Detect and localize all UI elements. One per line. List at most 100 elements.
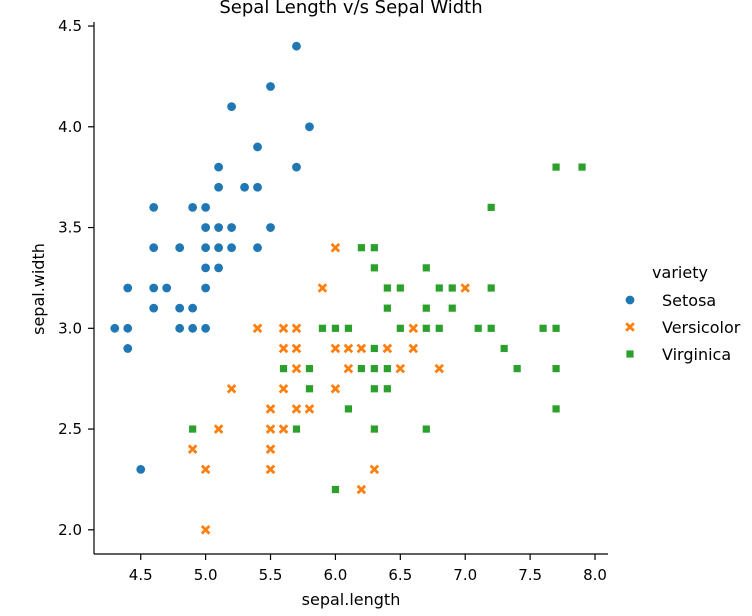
data-point — [265, 464, 276, 475]
legend-title: variety — [652, 263, 708, 282]
data-point — [213, 161, 224, 173]
x-tick-label: 7.0 — [453, 566, 477, 584]
series-versicolor — [187, 242, 471, 535]
y-ticks: 2.0 2.5 3.0 3.5 4.0 4.5 — [58, 17, 94, 539]
data-point — [279, 364, 288, 374]
data-point — [174, 242, 185, 253]
data-point — [317, 283, 328, 293]
data-point — [213, 424, 224, 434]
data-point — [148, 202, 159, 213]
data-point — [213, 242, 224, 253]
x-tick-label: 5.5 — [259, 566, 283, 584]
data-point — [408, 323, 419, 334]
data-point — [278, 424, 289, 434]
chart-title: Sepal Length v/s Sepal Width — [219, 0, 482, 18]
data-point — [369, 263, 379, 273]
data-point — [226, 101, 237, 112]
legend-item-versicolor: Versicolor — [625, 318, 741, 337]
data-point — [369, 464, 380, 475]
data-point — [330, 343, 341, 354]
data-point — [382, 283, 392, 293]
y-tick-label: 3.0 — [58, 319, 82, 337]
data-point — [512, 364, 522, 374]
data-point — [200, 202, 211, 213]
data-point — [356, 343, 367, 354]
legend-marker — [624, 294, 636, 306]
legend-label: Virginica — [662, 345, 731, 364]
data-point — [252, 323, 263, 334]
data-point — [551, 162, 561, 172]
legend-label: Versicolor — [662, 318, 741, 337]
data-point — [278, 323, 289, 334]
data-point — [434, 363, 445, 374]
data-point — [421, 323, 431, 333]
data-point — [252, 182, 263, 193]
y-tick-label: 4.5 — [58, 17, 82, 35]
data-point — [239, 182, 250, 193]
data-point — [421, 424, 431, 434]
data-point — [447, 303, 457, 313]
data-point — [148, 242, 159, 253]
data-point — [187, 202, 198, 213]
data-point — [551, 323, 561, 333]
data-point — [369, 364, 379, 374]
data-point — [344, 404, 353, 414]
data-point — [213, 182, 224, 193]
data-point — [395, 323, 405, 333]
data-point — [122, 343, 133, 354]
data-point — [200, 464, 211, 475]
y-tick-label: 3.5 — [58, 219, 82, 237]
data-point — [200, 323, 211, 334]
data-point — [161, 282, 172, 294]
data-point — [318, 323, 327, 333]
data-point — [382, 343, 393, 354]
y-tick-label: 2.5 — [58, 420, 82, 438]
x-tick-label: 6.0 — [323, 566, 347, 584]
data-point — [486, 323, 496, 333]
data-point — [278, 383, 289, 394]
data-point — [291, 40, 302, 52]
data-point — [265, 444, 276, 455]
data-point — [434, 283, 444, 293]
data-point — [174, 302, 185, 314]
data-point — [291, 363, 302, 374]
data-point — [187, 302, 198, 314]
data-point — [174, 323, 185, 334]
x-tick-label: 7.5 — [518, 566, 542, 584]
data-point — [538, 323, 548, 333]
data-point — [344, 323, 353, 333]
data-point — [382, 303, 392, 313]
data-point — [356, 243, 366, 253]
data-point — [265, 404, 276, 414]
data-point — [187, 323, 198, 334]
legend: variety Setosa Versicolor Virginica — [624, 263, 741, 364]
data-point — [395, 283, 405, 293]
data-point — [148, 282, 159, 294]
x-tick-label: 8.0 — [583, 566, 607, 584]
legend-items: Setosa Versicolor Virginica — [624, 291, 741, 364]
data-point — [486, 283, 496, 293]
data-point — [331, 485, 340, 494]
x-tick-label: 6.5 — [388, 566, 412, 584]
data-point — [200, 242, 211, 253]
data-point — [122, 282, 133, 294]
legend-item-virginica: Virginica — [625, 345, 731, 364]
data-point — [447, 283, 457, 293]
series-virginica — [188, 162, 587, 494]
data-point — [305, 384, 314, 394]
data-point — [292, 424, 301, 434]
data-point — [421, 303, 431, 313]
data-points — [109, 40, 587, 535]
data-point — [200, 282, 211, 294]
data-point — [473, 323, 483, 333]
data-point — [200, 222, 211, 233]
data-point — [330, 242, 341, 253]
x-tick-label: 4.5 — [129, 566, 153, 584]
data-point — [382, 384, 392, 394]
data-point — [369, 384, 379, 394]
data-point — [226, 222, 237, 233]
y-axis-label: sepal.width — [29, 243, 48, 335]
data-point — [226, 242, 237, 253]
legend-item-setosa: Setosa — [624, 291, 716, 310]
data-point — [499, 344, 509, 353]
